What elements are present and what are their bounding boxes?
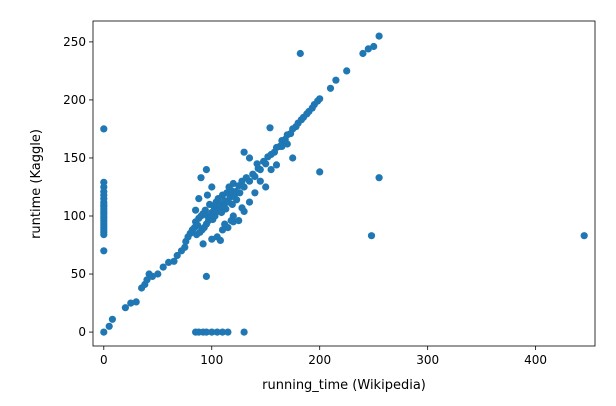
data-point xyxy=(224,328,232,336)
y-tick-label: 100 xyxy=(63,209,86,223)
y-tick-label: 200 xyxy=(63,93,86,107)
data-point xyxy=(218,328,227,336)
data-point xyxy=(262,160,270,168)
ticks-layer: 0 100 200 300 400 0 50 100 150 200 250 xyxy=(63,35,547,367)
data-point xyxy=(173,251,181,260)
data-point xyxy=(278,142,286,150)
data-point xyxy=(229,179,237,188)
data-point xyxy=(202,328,210,336)
data-point xyxy=(195,195,203,203)
data-point xyxy=(256,177,264,185)
data-point xyxy=(100,247,108,255)
data-point xyxy=(251,189,259,197)
data-point xyxy=(100,125,108,133)
data-point xyxy=(251,172,259,181)
y-tick-label: 50 xyxy=(71,267,86,281)
x-axis-label: running_time (Wikipedia) xyxy=(262,378,426,393)
data-point xyxy=(227,217,235,225)
data-point xyxy=(370,42,378,51)
data-point xyxy=(202,272,210,280)
data-point xyxy=(296,49,304,58)
data-point xyxy=(221,220,229,228)
data-point xyxy=(343,67,351,75)
data-point xyxy=(283,140,291,148)
data-point xyxy=(262,183,270,191)
data-point xyxy=(289,154,297,162)
data-point xyxy=(105,322,113,330)
data-point xyxy=(199,240,207,248)
data-point xyxy=(121,304,129,312)
data-point xyxy=(108,315,116,323)
data-point xyxy=(170,257,178,265)
data-point xyxy=(201,206,209,214)
data-point xyxy=(100,231,108,239)
data-point xyxy=(228,200,236,208)
x-tick-label: 100 xyxy=(200,353,223,367)
data-point xyxy=(202,166,210,174)
data-point xyxy=(159,263,167,271)
x-tick-label: 300 xyxy=(416,353,439,367)
x-tick-label: 200 xyxy=(308,353,331,367)
data-point xyxy=(143,276,151,284)
data-point xyxy=(359,49,367,58)
data-point xyxy=(222,205,230,213)
data-point xyxy=(203,191,211,199)
data-point xyxy=(332,76,340,84)
data-point xyxy=(132,298,140,306)
data-point xyxy=(181,243,189,251)
data-point xyxy=(326,84,335,92)
data-point xyxy=(233,196,241,204)
plot-frame xyxy=(92,20,596,347)
data-point xyxy=(213,328,221,336)
data-point xyxy=(208,183,216,191)
data-point xyxy=(253,160,261,168)
data-point xyxy=(236,189,244,197)
data-point xyxy=(367,232,376,240)
data-point xyxy=(375,174,383,182)
data-point xyxy=(240,148,248,156)
data-point xyxy=(100,328,108,336)
data-point xyxy=(216,236,224,244)
data-point xyxy=(154,270,162,278)
data-point xyxy=(245,177,254,185)
data-point xyxy=(272,161,281,169)
data-point xyxy=(375,32,383,40)
data-point xyxy=(194,221,202,229)
data-point xyxy=(580,232,588,240)
data-point xyxy=(148,272,156,280)
data-point xyxy=(208,235,216,243)
data-point xyxy=(218,226,227,234)
data-point xyxy=(240,328,248,336)
data-point xyxy=(256,166,264,174)
data-point xyxy=(316,168,324,176)
data-point xyxy=(235,217,243,225)
data-point xyxy=(245,154,254,162)
data-point xyxy=(267,166,275,174)
y-axis-label: runtime (Kaggle) xyxy=(29,129,44,239)
x-tick-label: 0 xyxy=(100,353,108,367)
data-point xyxy=(192,206,200,214)
y-tick-label: 150 xyxy=(63,151,86,165)
data-point xyxy=(127,299,135,307)
data-point xyxy=(266,124,274,132)
data-point xyxy=(364,45,372,53)
y-tick-label: 0 xyxy=(78,325,86,339)
y-tick-label: 250 xyxy=(63,35,86,49)
data-point xyxy=(238,204,246,212)
data-point xyxy=(197,174,205,182)
data-point xyxy=(316,95,324,103)
data-point xyxy=(208,328,216,336)
points-layer xyxy=(100,32,588,336)
x-tick-label: 400 xyxy=(524,353,547,367)
data-point xyxy=(240,183,248,191)
data-point xyxy=(165,258,173,266)
data-point xyxy=(245,198,254,206)
